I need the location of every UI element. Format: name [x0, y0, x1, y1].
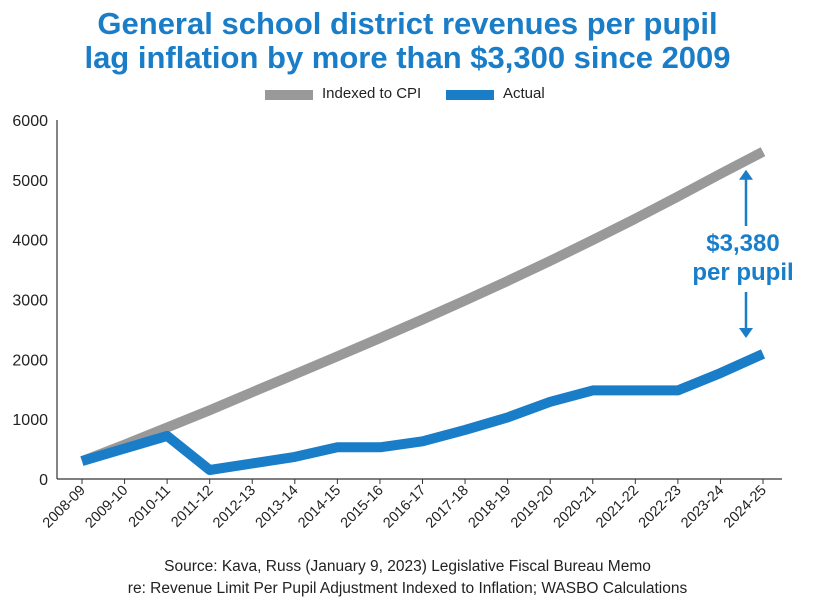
- source-line2: re: Revenue Limit Per Pupil Adjustment I…: [127, 580, 688, 597]
- x-tick-label: 2015-16: [338, 483, 387, 532]
- gap-annotation: $3,380 per pupil: [692, 169, 794, 338]
- x-tick-label: 2021-22: [593, 483, 642, 532]
- legend-swatch-cpi: [265, 90, 313, 100]
- x-tick-label: 2012-13: [210, 483, 259, 532]
- y-tick-label: 4000: [12, 233, 48, 250]
- x-tick-label: 2023-24: [678, 483, 727, 532]
- x-tick-label: 2022-23: [636, 483, 685, 532]
- y-tick-label: 2000: [12, 352, 48, 369]
- legend: Indexed to CPI Actual: [0, 84, 815, 106]
- x-tick-label: 2017-18: [423, 483, 472, 532]
- source-line1: Source: Kava, Russ (January 9, 2023) Leg…: [164, 558, 651, 575]
- y-tick-label: 1000: [12, 412, 48, 429]
- series-line-actual: [80, 349, 766, 475]
- x-tick-label: 2013-14: [253, 483, 302, 532]
- x-axis-ticks: 2008-092009-102010-112011-122012-132013-…: [40, 479, 770, 531]
- legend-label-actual: Actual: [503, 85, 545, 102]
- x-tick-label: 2014-15: [295, 483, 344, 532]
- x-tick-label: 2018-19: [466, 483, 515, 532]
- legend-label-cpi: Indexed to CPI: [322, 85, 422, 102]
- x-tick-label: 2011-12: [168, 483, 216, 531]
- y-axis-ticks: 0 1000 2000 3000 4000 5000 6000: [12, 113, 48, 489]
- x-tick-label: 2024-25: [721, 483, 770, 532]
- gap-arrow-up-head: [739, 169, 753, 180]
- gap-arrow-down-head: [739, 327, 753, 338]
- chart-title-line1: General school district revenues per pup…: [97, 6, 718, 41]
- y-tick-label: 5000: [12, 173, 48, 190]
- gap-annotation-line2: per pupil: [692, 259, 793, 286]
- legend-swatch-actual: [446, 90, 494, 100]
- y-tick-label: 3000: [12, 293, 48, 310]
- x-tick-label: 2009-10: [82, 483, 131, 532]
- gap-annotation-line1: $3,380: [706, 230, 779, 257]
- axes: [56, 120, 782, 480]
- x-tick-label: 2020-21: [551, 483, 600, 532]
- y-tick-label: 0: [39, 472, 48, 489]
- y-tick-label: 6000: [12, 113, 48, 130]
- x-tick-label: 2016-17: [380, 483, 429, 532]
- x-tick-label: 2019-20: [508, 483, 557, 532]
- chart-title-line2: lag inflation by more than $3,300 since …: [84, 40, 731, 75]
- x-tick-label: 2008-09: [40, 483, 89, 532]
- series-lines: [80, 147, 766, 475]
- series-line-cpi: [80, 147, 766, 466]
- x-tick-label: 2010-11: [126, 483, 174, 531]
